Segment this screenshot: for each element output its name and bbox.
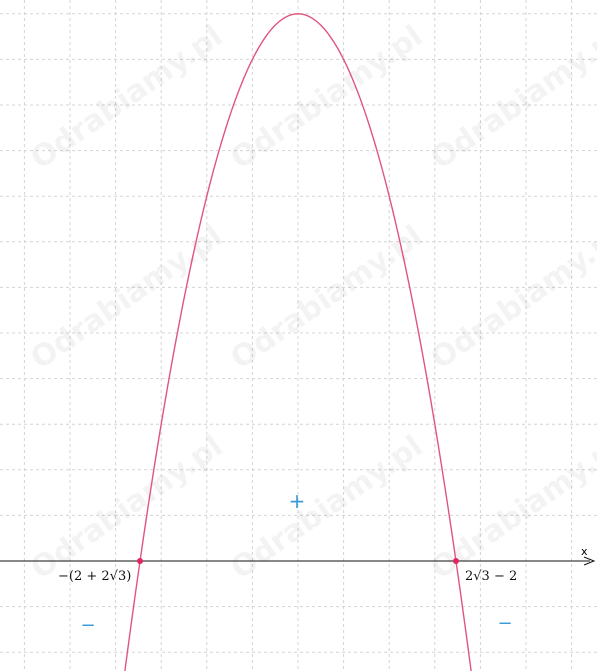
watermark: Odrabiamy.pl — [225, 219, 430, 377]
sign-label: − — [497, 613, 512, 634]
watermark: Odrabiamy.pl — [25, 19, 230, 177]
sign-label: − — [80, 615, 95, 636]
watermark: Odrabiamy.pl — [225, 19, 430, 177]
root-label: −(2 + 2√3) — [58, 569, 131, 584]
sign-label: + — [289, 489, 306, 513]
root-point — [137, 558, 143, 564]
watermark: Odrabiamy.pl — [25, 429, 230, 587]
root-point — [453, 558, 459, 564]
x-axis-arrow — [583, 556, 596, 566]
watermarks: Odrabiamy.plOdrabiamy.plOdrabiamy.plOdra… — [25, 19, 597, 587]
watermark: Odrabiamy.pl — [25, 219, 230, 377]
parabola — [124, 13, 472, 671]
x-axis-label: x — [581, 545, 588, 558]
watermark: Odrabiamy.pl — [225, 429, 430, 587]
root-label: 2√3 − 2 — [465, 569, 517, 584]
